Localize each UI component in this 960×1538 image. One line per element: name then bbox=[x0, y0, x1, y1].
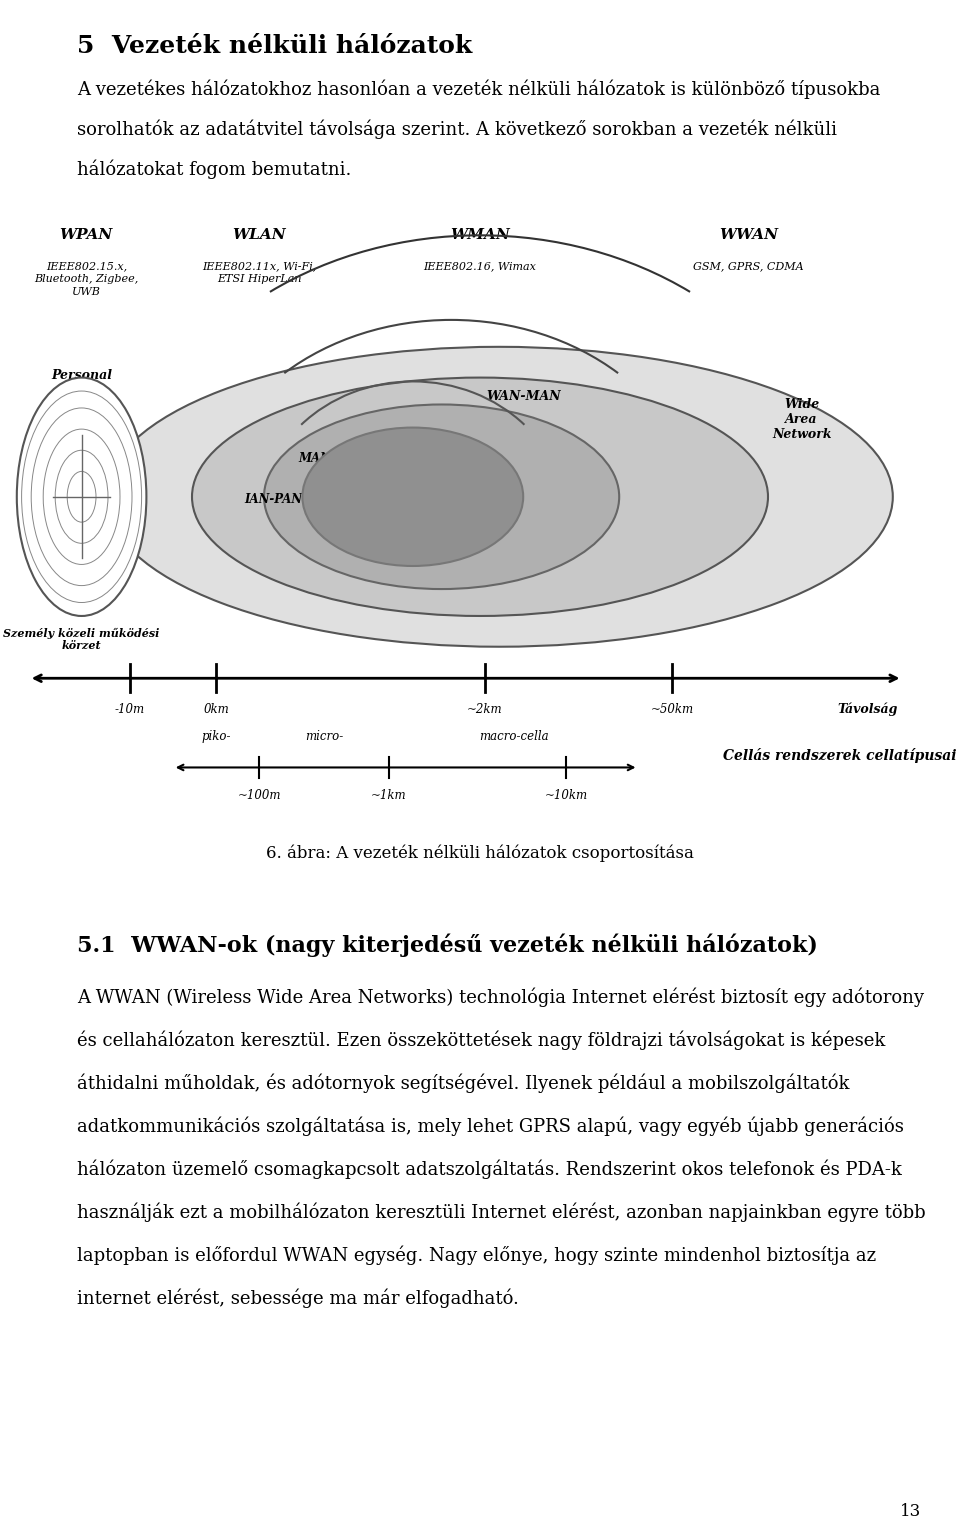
Text: IEEE802.11x, Wi-Fi,
ETSI HiperLan: IEEE802.11x, Wi-Fi, ETSI HiperLan bbox=[202, 261, 317, 285]
Text: WAN-MAN: WAN-MAN bbox=[486, 391, 561, 403]
Text: és cellahálózaton keresztül. Ezen összeköttetések nagy földrajzi távolságokat is: és cellahálózaton keresztül. Ezen összek… bbox=[77, 1030, 885, 1050]
Text: IEEE802.16, Wimax: IEEE802.16, Wimax bbox=[423, 261, 537, 272]
Text: hálózaton üzemelő csomagkapcsolt adatszolgáltatás. Rendszerint okos telefonok és: hálózaton üzemelő csomagkapcsolt adatszo… bbox=[77, 1160, 901, 1180]
Text: 5  Vezeték nélküli hálózatok: 5 Vezeték nélküli hálózatok bbox=[77, 34, 472, 58]
Text: áthidalni műholdak, és adótornyok segítségével. Ilyenek például a mobilszolgálta: áthidalni műholdak, és adótornyok segíts… bbox=[77, 1074, 850, 1094]
Text: Személy közeli működési
körzet: Személy közeli működési körzet bbox=[4, 628, 159, 652]
Text: 0km: 0km bbox=[204, 703, 228, 715]
Text: Távolság: Távolság bbox=[837, 703, 898, 717]
Text: ~10km: ~10km bbox=[545, 789, 588, 801]
Text: WMAN: WMAN bbox=[450, 228, 510, 241]
Text: laptopban is előfordul WWAN egység. Nagy előnye, hogy szinte mindenhol biztosítj: laptopban is előfordul WWAN egység. Nagy… bbox=[77, 1246, 876, 1266]
Text: ~1km: ~1km bbox=[371, 789, 407, 801]
Text: ~100m: ~100m bbox=[237, 789, 281, 801]
Text: Cellás rendszerek cellatípusai: Cellás rendszerek cellatípusai bbox=[723, 747, 957, 763]
Ellipse shape bbox=[16, 378, 147, 617]
Text: adatkommunikációs szolgáltatása is, mely lehet GPRS alapú, vagy egyéb újabb gene: adatkommunikációs szolgáltatása is, mely… bbox=[77, 1117, 903, 1137]
Text: ~50km: ~50km bbox=[651, 703, 693, 715]
Text: sorolhatók az adatátvitel távolsága szerint. A következő sorokban a vezeték nélk: sorolhatók az adatátvitel távolsága szer… bbox=[77, 120, 837, 140]
Text: IEEE802.15.x,
Bluetooth, Zigbee,
UWB: IEEE802.15.x, Bluetooth, Zigbee, UWB bbox=[35, 261, 138, 297]
Text: 13: 13 bbox=[900, 1503, 922, 1520]
Text: használják ezt a mobilhálózaton keresztüli Internet elérést, azonban napjainkban: használják ezt a mobilhálózaton keresztü… bbox=[77, 1203, 925, 1223]
Ellipse shape bbox=[106, 348, 893, 647]
Text: Wide
Area
Network: Wide Area Network bbox=[772, 398, 831, 441]
Text: internet elérést, sebessége ma már elfogadható.: internet elérést, sebessége ma már elfog… bbox=[77, 1289, 518, 1309]
Text: A vezetékes hálózatokhoz hasonlóan a vezeték nélküli hálózatok is különböző típu: A vezetékes hálózatokhoz hasonlóan a vez… bbox=[77, 80, 880, 100]
Ellipse shape bbox=[192, 378, 768, 617]
Text: piko-: piko- bbox=[202, 731, 230, 743]
Text: GSM, GPRS, CDMA: GSM, GPRS, CDMA bbox=[693, 261, 804, 272]
Text: Personal
Area
Network: Personal Area Network bbox=[51, 369, 112, 412]
Text: WLAN: WLAN bbox=[232, 228, 286, 241]
Text: micro-: micro- bbox=[305, 731, 343, 743]
Text: Metropolitan
Area
Network: Metropolitan Area Network bbox=[394, 460, 480, 503]
Ellipse shape bbox=[302, 428, 523, 566]
Text: 6. ábra: A vezeték nélküli hálózatok csoportosítása: 6. ábra: A vezeték nélküli hálózatok cso… bbox=[266, 844, 694, 861]
Text: -10m: -10m bbox=[114, 703, 145, 715]
Text: IAN-PAN: IAN-PAN bbox=[245, 494, 302, 506]
Text: WPAN: WPAN bbox=[60, 228, 113, 241]
Ellipse shape bbox=[264, 404, 619, 589]
Text: macro-cella: macro-cella bbox=[479, 731, 548, 743]
Text: 5.1  WWAN-ok (nagy kiterjedésű vezeték nélküli hálózatok): 5.1 WWAN-ok (nagy kiterjedésű vezeték né… bbox=[77, 934, 818, 957]
Text: WWAN: WWAN bbox=[719, 228, 779, 241]
Text: A WWAN (Wireless Wide Area Networks) technológia Internet elérést biztosít egy a: A WWAN (Wireless Wide Area Networks) tec… bbox=[77, 987, 924, 1007]
Text: MAN-LAN: MAN-LAN bbox=[299, 452, 364, 464]
Text: ~2km: ~2km bbox=[467, 703, 503, 715]
Text: hálózatokat fogom bemutatni.: hálózatokat fogom bemutatni. bbox=[77, 160, 351, 180]
